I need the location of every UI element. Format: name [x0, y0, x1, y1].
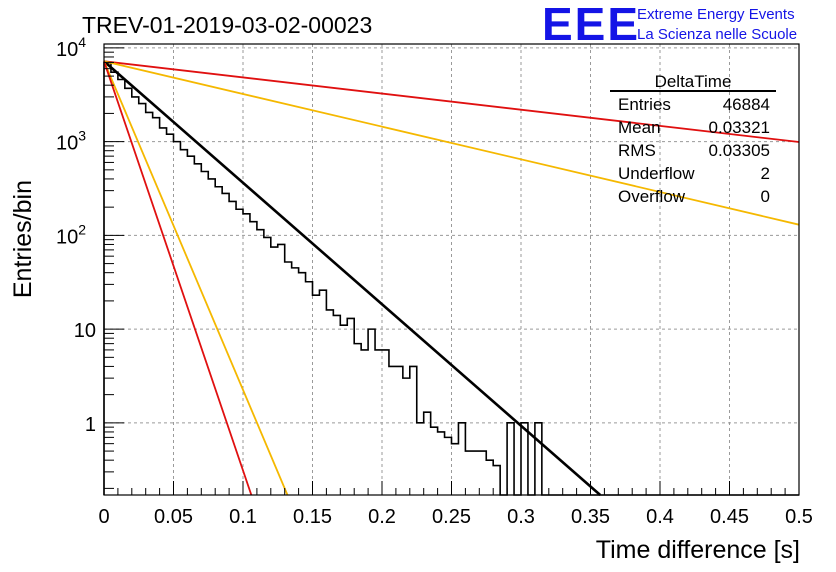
stats-row-label: Entries	[618, 95, 671, 114]
logo-line-1: Extreme Energy Events	[637, 6, 795, 23]
x-tick-label: 0.4	[646, 506, 674, 528]
stats-row-value: 0.03321	[709, 118, 770, 137]
chart-title: TREV-01-2019-03-02-00023	[82, 12, 372, 38]
eee-logo: EEE Extreme Energy Events La Scienza nel…	[542, 0, 797, 50]
stats-row-label: RMS	[618, 141, 656, 160]
stats-row-value: 0	[761, 187, 770, 206]
y-tick-label: 103	[56, 128, 86, 155]
x-tick-label: 0.45	[710, 506, 749, 528]
stats-rows: Entries 46884 Mean 0.03321 RMS 0.03305 Underfl…	[618, 95, 770, 206]
stats-box: DeltaTime Entries 46884 Mean 0.03321 RMS 0.03…	[610, 72, 776, 206]
x-tick-label: 0.15	[293, 506, 332, 528]
x-tick-label: 0.2	[368, 506, 396, 528]
x-tick-label: 0.05	[154, 506, 193, 528]
y-tick-label: 104	[56, 34, 86, 61]
x-tick-label: 0.25	[432, 506, 471, 528]
stats-box-title: DeltaTime	[655, 72, 732, 91]
x-tick-label: 0.5	[785, 506, 813, 528]
fit-lines	[103, 60, 800, 496]
logo-line-2: La Scienza nelle Scuole	[637, 26, 797, 43]
x-tick-label: 0	[98, 506, 109, 528]
stats-row-label: Mean	[618, 118, 661, 137]
x-tick-labels: 0 0.05 0.1 0.15 0.2 0.25 0.3 0.35 0.4 0.45 0.5	[98, 506, 812, 528]
x-axis-label: Time difference [s]	[596, 536, 800, 564]
stats-row-value: 46884	[723, 95, 770, 114]
axis-ticks	[103, 47, 800, 495]
y-axis-label: Entries/bin	[9, 180, 37, 298]
fit-line	[103, 60, 800, 226]
y-tick-label: 10	[74, 320, 96, 342]
stats-row-label: Underflow	[618, 164, 695, 183]
y-tick-label: 102	[56, 221, 86, 248]
fit-line	[103, 60, 602, 496]
stats-row-label: Overflow	[618, 187, 686, 206]
y-tick-label: 1	[85, 414, 96, 436]
x-tick-label: 0.1	[229, 506, 257, 528]
fit-line	[103, 60, 800, 143]
stats-row-value: 0.03305	[709, 141, 770, 160]
stats-row-value: 2	[761, 164, 770, 183]
grid	[104, 44, 799, 495]
logo-mark: EEE	[542, 0, 640, 50]
fit-line	[103, 60, 289, 496]
fit-line	[103, 60, 253, 496]
x-tick-label: 0.3	[507, 506, 535, 528]
y-tick-labels: 1 10 102 103 104	[56, 34, 96, 436]
x-tick-label: 0.35	[571, 506, 610, 528]
